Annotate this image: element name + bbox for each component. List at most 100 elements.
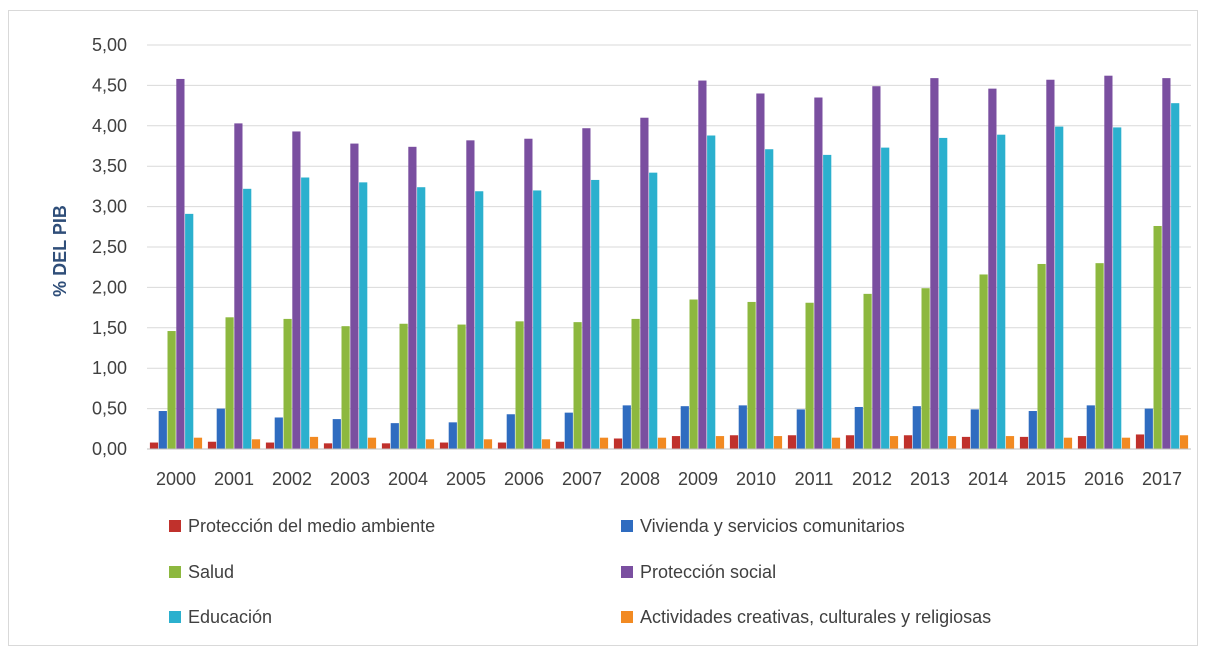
legend-swatch: [621, 520, 633, 532]
bar: [756, 93, 765, 449]
bar: [599, 437, 609, 449]
y-tick-label: 0,00: [92, 439, 127, 459]
x-tick-label: 2012: [852, 469, 892, 489]
bar: [1179, 435, 1189, 449]
legend: Protección del medio ambiente Vivienda y …: [169, 516, 991, 627]
bar: [947, 436, 957, 449]
bar: [863, 293, 872, 449]
bar: [332, 419, 341, 449]
y-tick-label: 1,00: [92, 358, 127, 378]
bar: [613, 438, 623, 449]
bar: [439, 442, 449, 449]
bar: [1135, 434, 1145, 449]
x-tick-label: 2000: [156, 469, 196, 489]
x-tick-label: 2002: [272, 469, 312, 489]
legend-label: Actividades creativas, culturales y reli…: [640, 607, 991, 627]
x-tick-label: 2006: [504, 469, 544, 489]
bar: [359, 182, 368, 450]
x-tick-label: 2013: [910, 469, 950, 489]
x-axis-ticks: 2000 2001 2002 2003 2004 2005 2006 2007 2008 2009…: [156, 469, 1182, 489]
bar: [787, 435, 797, 449]
bar: [243, 188, 252, 449]
bar: [970, 409, 979, 449]
bar: [506, 414, 515, 449]
bar: [149, 442, 159, 449]
y-tick-label: 3,50: [92, 156, 127, 176]
bar: [475, 191, 484, 449]
bar: [350, 143, 359, 449]
y-tick-label: 5,00: [92, 35, 127, 55]
bar: [796, 409, 805, 449]
bar: [872, 86, 881, 450]
bar: [823, 154, 832, 449]
bar: [939, 137, 948, 450]
bar: [997, 134, 1006, 449]
bar: [657, 437, 667, 449]
bar: [930, 78, 939, 449]
bar: [1046, 79, 1055, 450]
bar: [622, 405, 631, 449]
bar: [729, 435, 739, 449]
y-tick-label: 1,50: [92, 318, 127, 338]
bar: [408, 146, 417, 449]
x-tick-label: 2004: [388, 469, 428, 489]
x-tick-label: 2014: [968, 469, 1008, 489]
bar: [805, 302, 814, 449]
y-tick-label: 0,50: [92, 399, 127, 419]
bar: [961, 436, 971, 449]
bar: [367, 437, 377, 449]
bar: [1028, 411, 1037, 449]
bar: [845, 435, 855, 449]
bar: [483, 439, 493, 449]
legend-label: Vivienda y servicios comunitarios: [640, 516, 905, 536]
bar: [979, 274, 988, 449]
x-tick-label: 2007: [562, 469, 602, 489]
x-tick-label: 2005: [446, 469, 486, 489]
legend-swatch: [169, 566, 181, 578]
bar: [698, 80, 707, 450]
bar: [448, 422, 457, 449]
bar: [390, 423, 399, 449]
bar: [417, 187, 426, 449]
x-tick-label: 2015: [1026, 469, 1066, 489]
bar: [1171, 103, 1180, 450]
y-tick-label: 2,50: [92, 237, 127, 257]
x-tick-label: 2017: [1142, 469, 1182, 489]
bar: [689, 299, 698, 449]
bar: [631, 318, 640, 449]
legend-label: Salud: [188, 562, 234, 582]
bar: [582, 128, 591, 449]
bar: [555, 441, 565, 449]
bar: [715, 436, 725, 449]
bar: [292, 131, 301, 449]
bar: [216, 408, 225, 449]
bar: [707, 135, 716, 449]
bar: [903, 435, 913, 449]
x-tick-label: 2003: [330, 469, 370, 489]
bar: [564, 412, 573, 449]
bar: [425, 439, 435, 449]
bar: [814, 97, 823, 450]
bar: [988, 88, 997, 449]
x-tick-label: 2001: [214, 469, 254, 489]
x-tick-label: 2010: [736, 469, 776, 489]
bar: [323, 443, 333, 449]
legend-swatch: [169, 611, 181, 623]
bar: [399, 323, 408, 449]
bar: [158, 411, 167, 449]
bar: [1162, 78, 1171, 449]
legend-label: Protección del medio ambiente: [188, 516, 435, 536]
bar: [167, 331, 176, 449]
chart-frame: 0,00 0,50 1,00 1,50 2,00 2,50 3,00 3,50 4,00 4,50…: [8, 10, 1198, 646]
bar: [207, 441, 217, 449]
bar: [1077, 436, 1087, 449]
bar: [1144, 408, 1153, 449]
bar: [854, 406, 863, 449]
bar: [591, 179, 600, 449]
bar: [1153, 225, 1162, 449]
bar: [640, 117, 649, 449]
legend-swatch: [169, 520, 181, 532]
y-axis-label: % DEL PIB: [50, 205, 70, 297]
legend-label: Protección social: [640, 562, 776, 582]
x-tick-label: 2008: [620, 469, 660, 489]
